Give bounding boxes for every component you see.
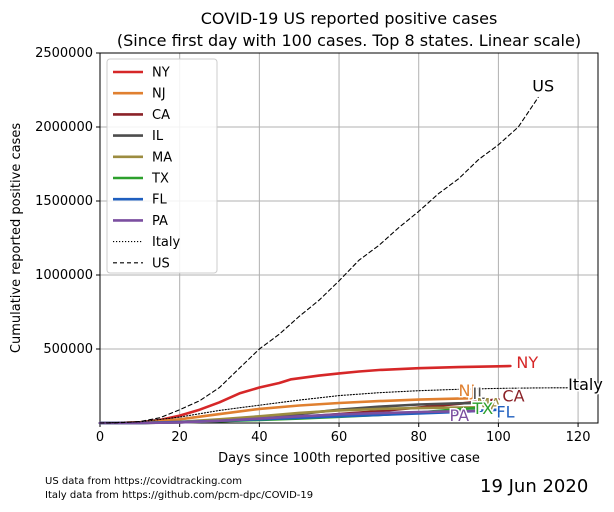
y-tick-label: 1000000 [35, 268, 93, 283]
x-axis-label: Days since 100th reported positive case [218, 451, 480, 466]
x-tick-label: 80 [410, 430, 427, 445]
legend-label-italy: Italy [152, 235, 181, 250]
series-end-label-fl: FL [496, 403, 514, 422]
chart: COVID-19 US reported positive cases (Sin… [9, 9, 604, 466]
plot-area-frame [99, 52, 599, 424]
series-end-label-nj: NJ [458, 381, 475, 400]
series-end-label-us: US [532, 76, 554, 95]
x-tick-label: 120 [566, 430, 591, 445]
y-tick-label: 1500000 [35, 194, 93, 209]
x-axis: 0 20 40 60 80 100 120 [96, 423, 591, 445]
x-tick-label: 20 [171, 430, 188, 445]
series-line-us [99, 96, 539, 424]
date-label: 19 Jun 2020 [480, 476, 589, 497]
legend-label-nj: NJ [152, 87, 166, 102]
y-axis: 500000 1000000 1500000 2000000 2500000 [35, 46, 100, 357]
series-end-label-italy: Italy [568, 375, 603, 394]
legend-label-ma: MA [152, 150, 172, 165]
legend-label-il: IL [152, 129, 164, 144]
y-tick-label: 2000000 [35, 120, 93, 135]
legend: NY NJ CA IL MA TX FL PA Italy US [106, 58, 218, 274]
series-line-nj [98, 396, 480, 425]
x-tick-label: 40 [251, 430, 268, 445]
legend-label-fl: FL [152, 193, 167, 208]
legend-label-us: US [152, 256, 170, 271]
chart-subtitle: (Since first day with 100 cases. Top 8 s… [117, 31, 581, 50]
series-end-label-pa: PA [449, 406, 469, 425]
series-end-label-tx: TX [471, 399, 493, 418]
legend-label-pa: PA [152, 214, 168, 229]
x-tick-label: 60 [331, 430, 348, 445]
legend-label-tx: TX [151, 172, 169, 187]
y-tick-label: 500000 [43, 342, 93, 357]
x-tick-label: 0 [96, 430, 104, 445]
source-us: US data from https://covidtracking.com [45, 476, 242, 487]
y-axis-label: Cumulative reported positive cases [9, 123, 24, 353]
series-end-label-ma: MA [476, 394, 501, 413]
legend-label-ca: CA [152, 108, 170, 123]
source-italy: Italy data from https://github.com/pcm-d… [45, 490, 314, 501]
series-end-label-ca: CA [502, 386, 524, 405]
series-lines [98, 96, 571, 425]
legend-label-ny: NY [152, 66, 170, 81]
chart-title: COVID-19 US reported positive cases [201, 9, 498, 28]
y-tick-label: 2500000 [35, 46, 93, 61]
series-end-label-ny: NY [516, 353, 538, 372]
series-line-italy [99, 387, 571, 424]
series-end-label-il: IL [472, 384, 486, 403]
series-line-pa [98, 409, 476, 425]
x-tick-label: 100 [486, 430, 511, 445]
